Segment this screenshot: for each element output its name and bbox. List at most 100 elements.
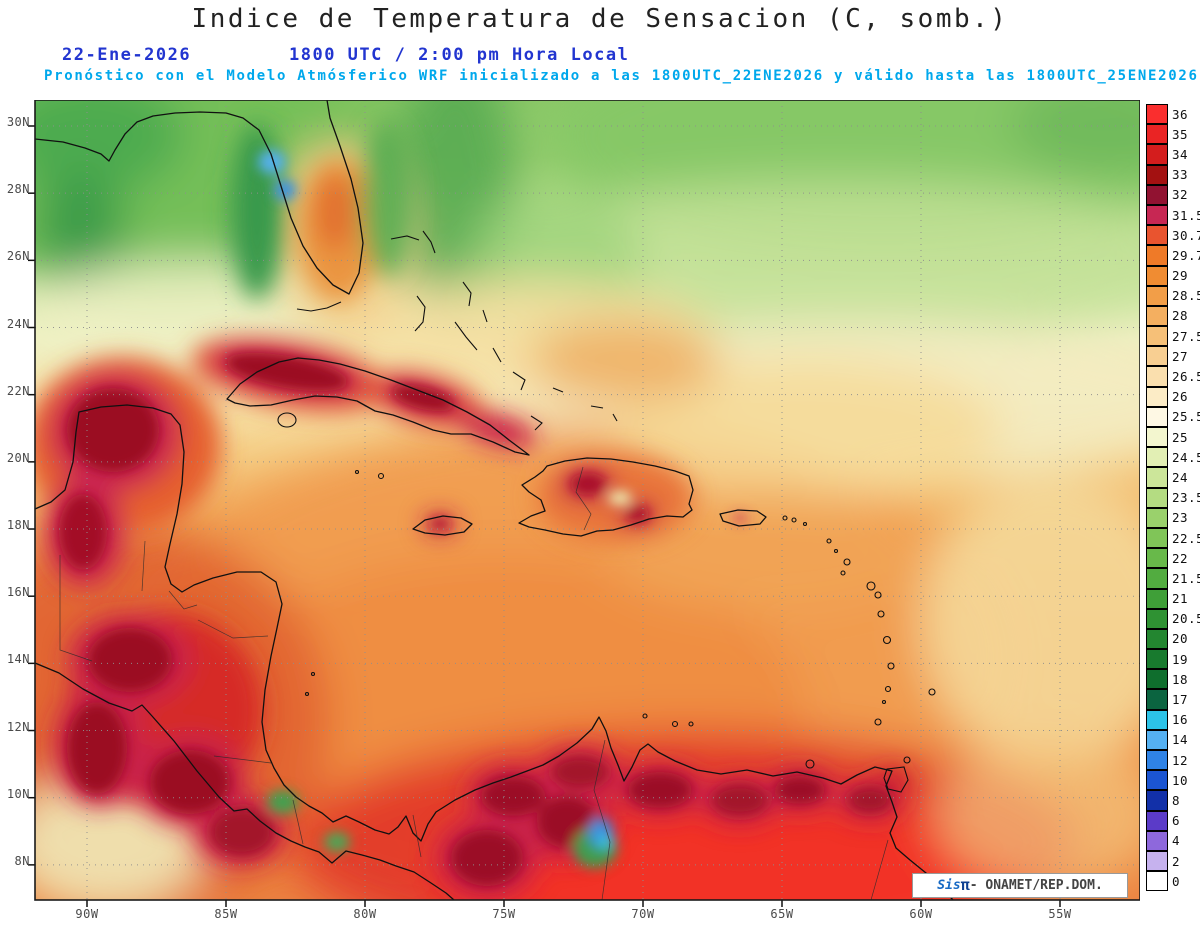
legend-swatch [1146,265,1168,286]
lat-tick-label: 24N [6,316,30,331]
legend-entry: 21.5 [1146,568,1200,589]
legend-label: 0 [1172,873,1181,889]
legend-swatch [1146,285,1168,306]
legend-entry: 25 [1146,427,1200,448]
watermark-text: - ONAMET/REP.DOM. [969,878,1103,893]
legend-swatch [1146,305,1168,327]
legend-entry: 35 [1146,124,1200,145]
legend-entry: 26 [1146,386,1200,407]
legend-entry: 31.5 [1146,204,1200,226]
legend-label: 22.5 [1172,530,1200,546]
legend-label: 30.7 [1172,227,1200,243]
lon-tick-label: 90W [75,907,99,921]
legend-label: 26.5 [1172,369,1200,385]
watermark-pi-symbol: π [960,876,970,894]
legend-entry: 22.5 [1146,527,1200,549]
legend-entry: 22 [1146,548,1200,569]
legend-label: 35 [1172,126,1189,142]
legend-swatch [1146,467,1168,488]
legend-label: 14 [1172,732,1189,748]
legend-label: 20 [1172,631,1189,647]
legend-entry: 20.5 [1146,608,1200,629]
legend-label: 25.5 [1172,409,1200,425]
legend-swatch [1146,830,1168,851]
legend-swatch [1146,709,1168,730]
legend-swatch [1146,669,1168,690]
legend-label: 20.5 [1172,611,1200,627]
legend-entry: 19 [1146,649,1200,670]
legend-entry: 8 [1146,790,1200,811]
legend-label: 24.5 [1172,449,1200,465]
legend-swatch [1146,124,1168,145]
legend-label: 24 [1172,469,1189,485]
country-borders [59,466,889,900]
legend-swatch [1146,649,1168,670]
legend-label: 4 [1172,833,1181,849]
legend-swatch [1146,164,1168,185]
legend-label: 22 [1172,550,1189,566]
lat-tick-label: 18N [6,518,30,533]
page-title: Indice de Temperatura de Sensacion (C, s… [191,4,1009,34]
legend-label: 2 [1172,853,1181,869]
legend-entry: 16 [1146,709,1200,730]
legend-entry: 23.5 [1146,487,1200,508]
legend-label: 27.5 [1172,328,1200,344]
legend-label: 28 [1172,308,1189,324]
legend-label: 17 [1172,692,1189,708]
legend-entry: 27 [1146,346,1200,367]
legend-swatch [1146,689,1168,710]
legend-label: 31.5 [1172,207,1200,223]
legend-swatch [1146,346,1168,367]
legend-entry: 10 [1146,770,1200,791]
legend-label: 26 [1172,389,1189,405]
legend-swatch [1146,245,1168,266]
map-frame [34,100,1140,901]
legend-label: 6 [1172,813,1181,829]
forecast-time: 1800 UTC / 2:00 pm Hora Local [289,45,630,65]
legend-swatch [1146,386,1168,407]
legend-swatch [1146,608,1168,629]
legend-label: 34 [1172,146,1189,162]
lon-tick-label: 85W [214,907,238,921]
legend-swatch [1146,729,1168,750]
legend-swatch [1146,447,1168,468]
gridlines [35,100,1140,900]
legend-entry: 14 [1146,729,1200,750]
legend-label: 8 [1172,792,1181,808]
legend-entry: 26.5 [1146,366,1200,387]
lat-tick-label: 28N [6,182,30,197]
legend-swatch [1146,770,1168,791]
temperature-field [35,100,1140,900]
watermark-badge: Sis π - ONAMET/REP.DOM. [912,873,1128,898]
legend-entry: 17 [1146,689,1200,710]
legend-swatch [1146,427,1168,448]
legend-swatch [1146,487,1168,508]
legend-label: 23.5 [1172,490,1200,506]
legend-swatch [1146,548,1168,569]
lat-tick-label: 16N [6,585,30,600]
legend-swatch [1146,104,1168,125]
lat-tick-label: 12N [6,719,30,734]
legend-entry: 4 [1146,830,1200,851]
lat-tick-label: 14N [6,652,30,667]
legend-entry: 0 [1146,871,1200,892]
coastlines [35,100,954,900]
legend-entry: 20 [1146,628,1200,650]
legend-label: 29.7 [1172,247,1200,263]
legend-label: 33 [1172,167,1189,183]
legend-label: 21.5 [1172,570,1200,586]
lat-tick-label: 26N [6,249,30,264]
legend-label: 23 [1172,510,1189,526]
legend-entry: 24.5 [1146,447,1200,468]
legend-label: 25 [1172,429,1189,445]
legend-entry: 33 [1146,164,1200,185]
lon-tick-label: 70W [631,907,655,921]
legend-swatch [1146,750,1168,771]
lat-tick-label: 20N [6,450,30,465]
lon-tick-label: 75W [492,907,516,921]
legend-entry: 25.5 [1146,406,1200,427]
legend-swatch [1146,588,1168,609]
legend-entry: 27.5 [1146,326,1200,347]
legend-swatch [1146,225,1168,246]
legend-entry: 28.5 [1146,285,1200,306]
